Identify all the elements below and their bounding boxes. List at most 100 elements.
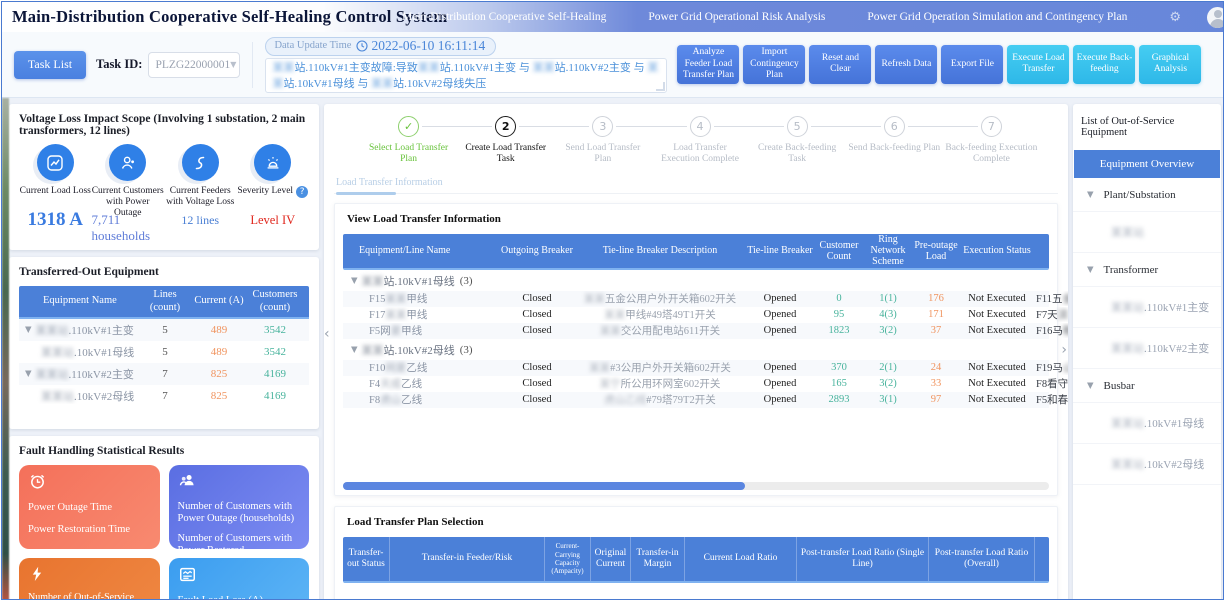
equipment-tree: ▼ Plant/Substation 某某站 ▼ Transformer 某某站… [1073,178,1221,485]
group-row-busbar1[interactable]: ▼ 某某站.10kV#1母线 (3) [351,274,473,288]
clock-icon [356,39,368,52]
data-update-time: 2022-06-10 16:11:14 [356,38,485,54]
transfer-in-line: F16马鞍 [1036,326,1068,338]
step-number: 6 [883,116,905,137]
tree-item[interactable]: 某某站.110kV#2主变 [1073,328,1221,369]
tree-category-substation[interactable]: ▼ Plant/Substation [1073,178,1221,212]
tie-breaker-state: Opened [763,378,797,390]
chevron-down-icon[interactable]: ▼ [25,325,32,335]
table-row[interactable]: F5网夏甲线 Closed 某某交公用配电站611开关 Opened 1823 … [343,322,1068,339]
equipment-name: 某某站.10kV#2母线 [41,391,135,403]
execution-status: Not Executed [968,394,1026,406]
impact-stats: Current Load Loss 1318 A Current Custome… [19,144,309,244]
view-transfer-title: View Load Transfer Information [347,213,501,225]
fault-stat-cards: Power Outage Time Power Restoration Time… [19,465,309,599]
step-send-backfeed: 6 Send Back-feeding Plan [845,116,943,168]
current-a: 825 [210,390,228,402]
pre-outage-load: 171 [928,309,944,321]
tree-item[interactable]: 某某站.10kV#1母线 [1073,403,1221,444]
execution-status: Not Executed [968,378,1026,390]
table-row[interactable]: F17某某甲线 Closed 某某甲线#49塔49T1开关 Opened 95 … [343,307,1068,323]
help-icon[interactable]: ? [296,186,309,198]
collapse-left-icon[interactable]: ‹ [324,326,330,342]
stat-feeders-voltage-loss: Current Feeders with Voltage Loss 12 lin… [164,144,237,244]
customers-count: 4169 [264,368,286,380]
transfer-in-line: F7天滨 [1036,310,1068,322]
user-menu[interactable]: ceshi [1207,6,1223,28]
load-meter-icon [178,565,301,589]
step-transfer-complete: 4 Load Transfer Execution Complete [651,116,749,168]
table-row[interactable]: 某某站.10kV#1母线 5 489 3542 [19,341,309,363]
group-row-busbar2[interactable]: ▼ 某某站.10kV#2母线 (3) [351,343,473,357]
out-of-service-panel: List of Out-of-Service Equipment Equipme… [1073,104,1221,599]
expand-right-icon[interactable]: › [1061,342,1067,358]
tree-item[interactable]: 某某站 [1073,212,1221,253]
scrollbar-thumb[interactable] [343,481,746,490]
tree-category-busbar[interactable]: ▼ Busbar [1073,369,1221,403]
tab-bar: Load Transfer Information [334,172,1058,195]
tab-load-transfer-info[interactable]: Load Transfer Information [336,177,443,195]
task-list-button[interactable]: Task List [14,50,86,79]
outgoing-breaker: Closed [522,293,552,305]
customers-count: 4169 [264,390,286,402]
step-create-task: 2 Create Load Transfer Task [457,116,555,168]
stat-severity-level: Severity Level? Level IV [237,144,310,244]
tree-item[interactable]: 某某站.10kV#2母线 [1073,444,1221,485]
ring-scheme: 3(2) [879,378,897,390]
table-row[interactable]: ▼ 某某站.110kV#1主变 5 489 3542 [19,319,309,341]
lightning-icon [28,565,151,587]
pre-outage-load: 176 [928,293,944,305]
execute-back-feeding-button[interactable]: Execute Back-feeding [1073,45,1136,84]
tree-item[interactable]: 某某站.110kV#1主变 [1073,287,1221,328]
table-row[interactable]: F10网夏乙线 Closed 某某#3公用户外开关箱602开关 Opened 3… [343,359,1068,376]
equipment-overview-header[interactable]: Equipment Overview [1074,150,1220,178]
tie-breaker-state: Opened [763,394,797,406]
chevron-down-icon[interactable]: ▼ [25,369,32,379]
export-file-button[interactable]: Export File [941,45,1004,84]
ring-scheme: 3(1) [879,394,897,406]
line-name: F4天成乙线 [369,379,423,391]
table-row[interactable]: 某某站.10kV#2母线 7 825 4169 [19,385,309,407]
chevron-down-icon[interactable]: ▼ [351,275,358,286]
transfer-in-line: F19马山 [1036,363,1068,375]
pre-outage-load: 33 [930,378,942,390]
plan-table-header: Transfer-out Status Transfer-in Feeder/R… [343,536,1049,583]
task-id-select[interactable]: PLZG22000001 ▼ [148,51,241,78]
analyze-feeder-plan-button[interactable]: Analyze Feeder Load Transfer Plan [677,45,740,84]
ring-scheme: 2(1) [879,362,897,374]
equipment-name: 某某站.110kV#1主变 [35,325,134,337]
tree-category-transformer[interactable]: ▼ Transformer [1073,253,1221,287]
tie-breaker-desc: 某宁所公用环网室602开关 [599,379,721,391]
chevron-down-icon: ▼ [1087,265,1094,275]
outgoing-breaker: Closed [522,362,552,374]
stat-value: 1318 A [27,209,83,230]
table-row[interactable]: F15某某甲线 Closed 某某五金公用户外开关箱602开关 Opened 0… [343,290,1068,307]
table-row[interactable]: F8虎山乙线 Closed 虎山乙线#79塔79T2开关 Opened 2893… [343,391,1068,408]
transferred-out-header: Equipment Name Lines (count) Current (A)… [19,286,309,319]
execute-load-transfer-button[interactable]: Execute Load Transfer [1007,45,1070,84]
refresh-data-button[interactable]: Refresh Data [875,45,938,84]
graphical-analysis-button[interactable]: Graphical Analysis [1139,45,1202,84]
step-backfeed-complete: 7 Back-feeding Execution Complete [942,116,1040,168]
execution-status: Not Executed [968,362,1026,374]
table-row[interactable]: ▼ 某某站.110kV#2主变 7 825 4169 [19,363,309,385]
gear-icon[interactable]: ⚙ [1169,9,1182,25]
import-contingency-plan-button[interactable]: Import Contingency Plan [743,45,806,84]
customer-count: 95 [833,309,845,321]
nav-item-risk-analysis[interactable]: Power Grid Operational Risk Analysis [648,11,826,23]
nav-item-self-healing[interactable]: Main-Distribution Cooperative Self-Heali… [402,11,607,23]
nav-item-simulation[interactable]: Power Grid Operation Simulation and Cont… [867,11,1128,23]
tie-breaker-state: Opened [763,362,797,374]
data-update-section: Data Update Time 2022-06-10 16:11:14 某某站… [265,36,668,93]
ring-scheme: 4(3) [879,309,897,321]
plan-selection-title: Load Transfer Plan Selection [347,515,484,528]
reset-and-clear-button[interactable]: Reset and Clear [809,45,872,84]
table-row[interactable]: F4天成乙线 Closed 某宁所公用环网室602开关 Opened 165 3… [343,376,1068,392]
fault-description-input[interactable]: 某某站.110kV#1主变故障:导致某某站.110kV#1主变 与 某某站.11… [265,57,668,93]
customer-count: 1823 [828,325,850,337]
chevron-down-icon[interactable]: ▼ [351,344,358,355]
transfer-in-line: F5和春 [1036,395,1068,407]
current-a: 825 [210,368,228,380]
step-number: 3 [592,116,614,137]
